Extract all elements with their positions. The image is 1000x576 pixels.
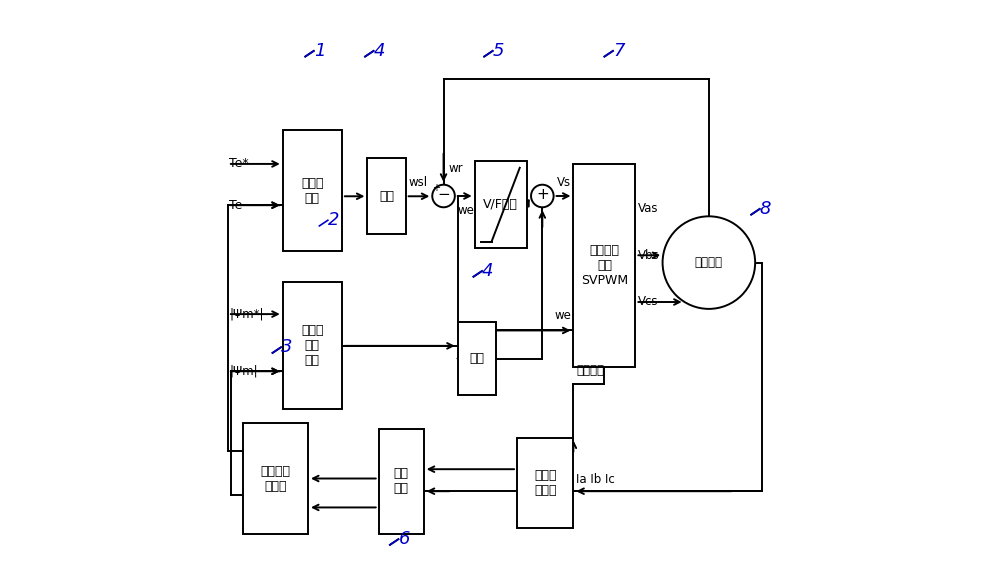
Bar: [243, 423, 308, 533]
Text: 磁链转矩
观测器: 磁链转矩 观测器: [261, 464, 291, 492]
Text: +: +: [536, 187, 549, 202]
Text: Vbs: Vbs: [638, 249, 660, 262]
Text: |Ψm*|: |Ψm*|: [229, 308, 264, 321]
Text: Vs: Vs: [556, 176, 571, 189]
Text: 矢量
变换: 矢量 变换: [394, 467, 409, 495]
Text: 8: 8: [760, 200, 771, 218]
Text: 7: 7: [613, 42, 624, 60]
Text: 3: 3: [281, 338, 292, 357]
Text: 空间矢量
调制
SVPWM: 空间矢量 调制 SVPWM: [581, 244, 628, 287]
Text: 4: 4: [482, 262, 493, 280]
Text: wr: wr: [448, 161, 463, 175]
Bar: [379, 429, 424, 533]
Circle shape: [432, 185, 455, 207]
Circle shape: [531, 185, 554, 207]
Bar: [367, 158, 406, 234]
Bar: [475, 161, 527, 248]
Text: 2: 2: [328, 211, 339, 229]
Bar: [517, 438, 573, 528]
Text: V/F曲线: V/F曲线: [483, 198, 518, 211]
Text: Te*: Te*: [229, 157, 249, 170]
Bar: [573, 164, 635, 367]
Text: wsl: wsl: [409, 176, 428, 190]
Text: +: +: [432, 183, 440, 193]
Circle shape: [663, 217, 755, 309]
Text: Ia Ib Ic: Ia Ib Ic: [576, 472, 615, 486]
Bar: [283, 282, 342, 410]
Text: 1: 1: [314, 42, 325, 60]
Text: 电机电
压重构: 电机电 压重构: [534, 469, 556, 497]
Text: 磁链幅
值调
节器: 磁链幅 值调 节器: [301, 324, 324, 367]
Text: we: we: [555, 309, 572, 322]
Text: we: we: [458, 204, 475, 218]
Text: 开关状态: 开关状态: [576, 364, 604, 377]
Text: 异步电机: 异步电机: [695, 256, 723, 269]
Bar: [458, 322, 496, 395]
Text: −: −: [437, 187, 450, 202]
Text: |Ψm|: |Ψm|: [229, 365, 258, 378]
Text: 5: 5: [493, 42, 504, 60]
Text: 转矩调
节器: 转矩调 节器: [301, 177, 324, 204]
Text: 4: 4: [374, 42, 385, 60]
Text: Te: Te: [229, 199, 242, 212]
Text: Vas: Vas: [638, 202, 659, 215]
Text: 6: 6: [398, 530, 410, 548]
Text: 限幅: 限幅: [379, 190, 394, 203]
Text: Vcs: Vcs: [638, 295, 659, 309]
Text: 限幅: 限幅: [469, 352, 484, 365]
Bar: [283, 130, 342, 251]
